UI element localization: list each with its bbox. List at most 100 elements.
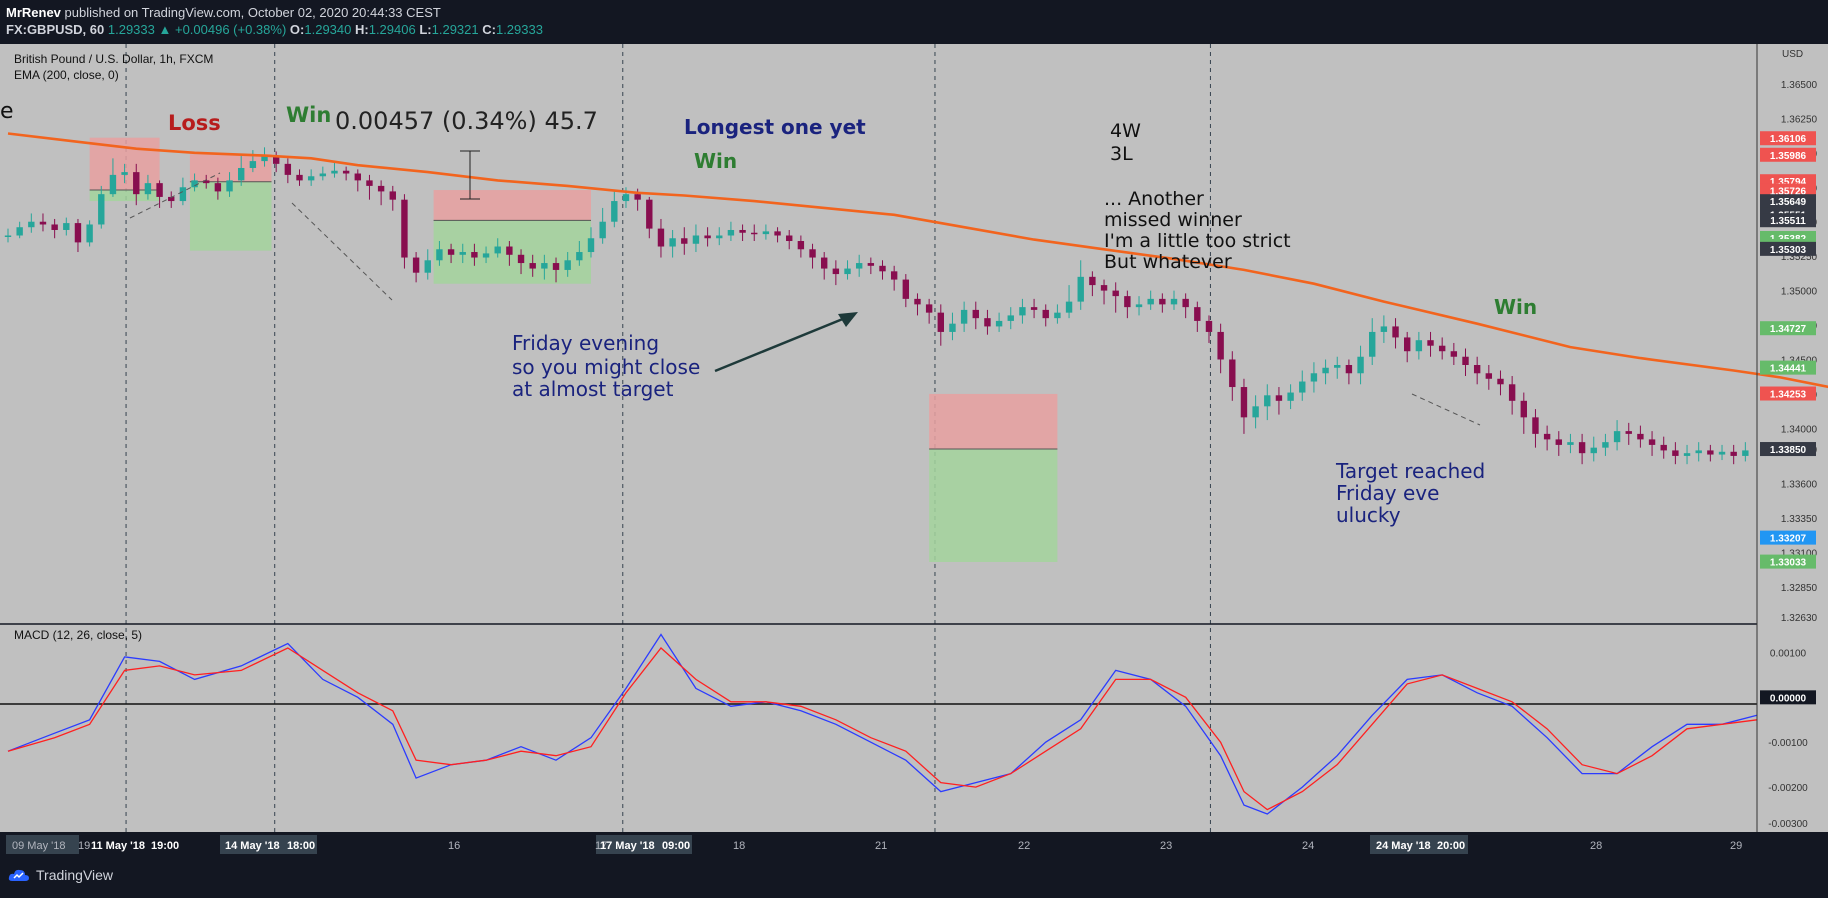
chart-area[interactable]: Loss Win 0.00457 (0.34%) 45.7 Longest one y… [0,44,1828,882]
candle-body [1205,320,1213,332]
candle-body [331,170,338,174]
time-label-highlight [1370,835,1468,854]
candle-body [1287,392,1294,401]
annotations: Loss Win 0.00457 (0.34%) 45.7 Longest one y… [0,99,1537,527]
candle-body [867,263,875,266]
candle-body [1334,364,1341,368]
open-value: 1.29340 [304,22,352,37]
time-label: 20:00 [1437,840,1465,852]
time-label-highlight [220,835,317,854]
candle-body [238,167,245,181]
candle-body [669,238,676,247]
candle-body [1742,450,1749,456]
candle-body [1147,298,1154,305]
low-label: L: [419,22,432,37]
candle-body [786,235,793,242]
last-price: 1.29333 [107,22,155,37]
candle-body [1648,439,1656,445]
price-label-bg [1760,386,1816,401]
candle-body [191,180,198,188]
candle-body [86,224,93,243]
time-label-highlight [6,835,79,854]
chart-annotation: Friday evening [512,331,659,355]
candle-body [1217,331,1224,360]
trade-path [129,172,221,219]
time-label: 17 [595,840,607,852]
candle-body [937,312,944,332]
cloud-icon [8,869,30,881]
candle-body [634,194,641,200]
candle-body [1310,373,1318,382]
time-label-highlight [596,835,692,854]
candle-body [63,223,70,230]
price-label: 1.35303 [1770,245,1807,256]
author-name[interactable]: MrRenev [6,5,61,20]
candle-body [1555,439,1562,445]
candle-body [1520,400,1527,418]
candle-body [1473,364,1481,374]
candle-body [1159,298,1166,305]
candle-body [412,257,420,273]
price-label: 1.35511 [1770,216,1806,227]
symbol-label: FX:GBPUSD, 60 [6,22,105,37]
stop-zone [929,393,1058,450]
price-label-bg [1760,360,1816,375]
price-tick: 1.32850 [1781,583,1818,594]
brand-name: TradingView [36,867,114,883]
time-label: 18 [733,840,745,852]
candle-body [39,221,47,225]
candle-body [1322,367,1329,374]
price-tick: 1.36500 [1781,80,1818,91]
price-label-bg [1760,321,1816,336]
target-zone [89,190,160,202]
candle-body [1380,326,1388,332]
candle-body [797,241,805,250]
publish-date: published on TradingView.com, October 02… [64,5,441,20]
chart-canvas[interactable]: Loss Win 0.00457 (0.34%) 45.7 Longest one y… [0,44,1828,858]
time-label: 09 May '18 [12,840,65,852]
candle-body [1695,450,1702,454]
candle-body [1427,340,1434,346]
macd-legend: MACD (12, 26, close, 5) [14,628,143,642]
price-label-bg [1760,241,1816,256]
target-zone [189,181,272,251]
price-tick: 1.34000 [1781,424,1818,435]
price-label-bg [1760,131,1816,146]
tradingview-logo[interactable]: TradingView [8,867,113,883]
candle-body [1042,309,1049,319]
candle-body [214,183,222,192]
candle-body [296,174,303,181]
price-label: 1.35649 [1770,197,1807,208]
candle-body [1707,450,1714,455]
macd-tick: -0.00100 [1768,738,1808,749]
chart-annotation: Loss [168,111,221,135]
candle-body [284,163,292,175]
chart-annotation: But whatever [1104,251,1232,273]
chart-annotation: missed winner [1104,209,1242,231]
signal-line [7,647,1758,811]
chart-annotation: so you might close [512,355,700,379]
chart-annotation: Longest one yet [684,115,866,139]
candle-body [109,174,117,195]
close-value: 1.29333 [495,22,543,37]
candle-body [261,155,268,162]
candle-body [739,229,746,233]
candle-body [1485,373,1493,379]
arrow-head [838,312,858,327]
candle-body [1194,307,1201,321]
candle-body [1007,315,1014,321]
candle-body [821,257,828,269]
candle-body [1590,447,1597,454]
candle-body [401,199,408,258]
price-label: 1.35726 [1770,187,1807,198]
candle-body [1089,276,1096,286]
candle-body [1602,442,1609,448]
candle-body [925,304,933,313]
candle-body [377,185,385,192]
candle-body [762,231,770,235]
footer: TradingView [0,858,1828,898]
candle-body [960,309,968,324]
price-label-bg [1760,194,1816,209]
candle-body [1030,307,1038,310]
candle-body [1660,444,1667,451]
